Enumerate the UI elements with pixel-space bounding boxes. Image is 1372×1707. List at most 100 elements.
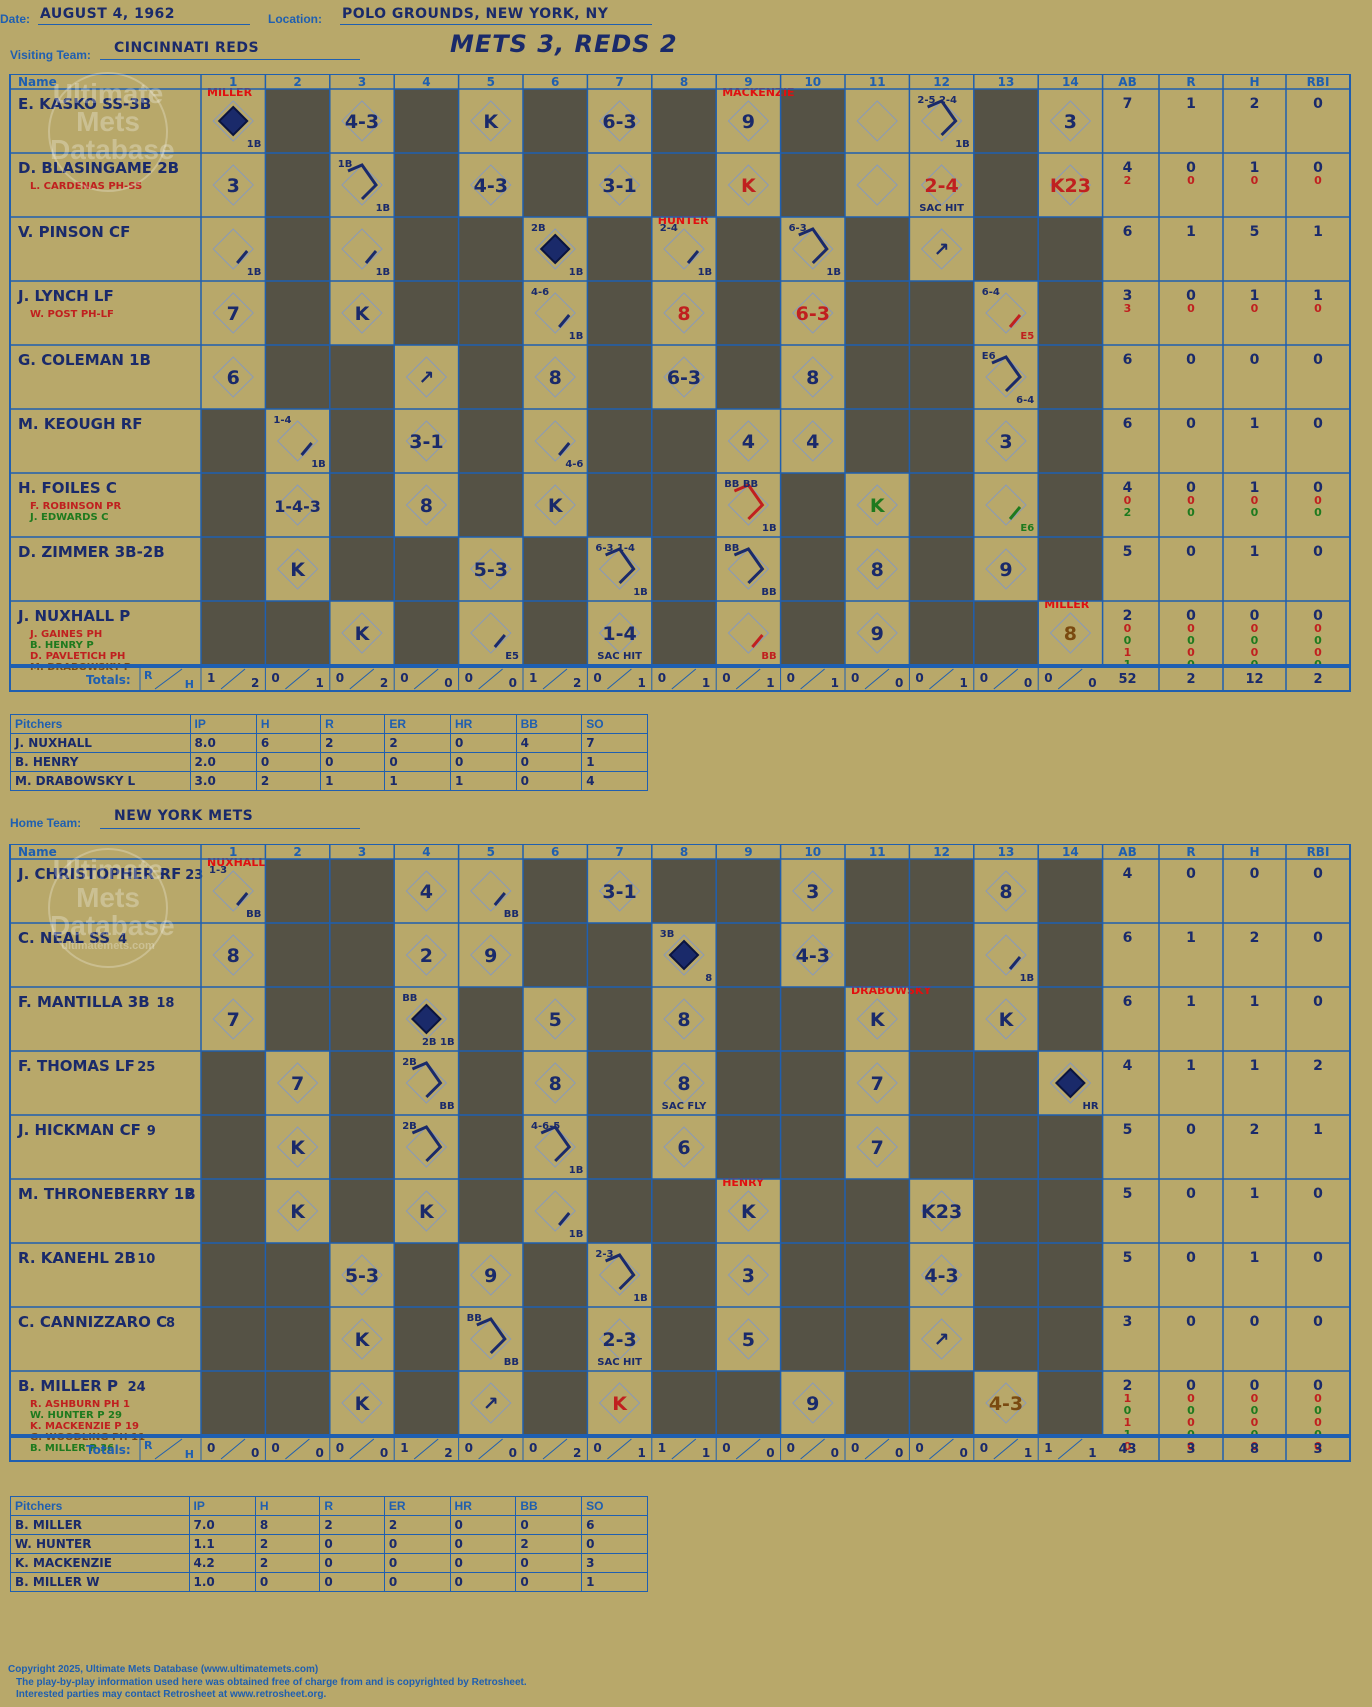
play-result: ↗: [418, 367, 434, 389]
second-base-path: [733, 483, 765, 521]
shaded-cell: [1038, 473, 1103, 537]
play-result: 7: [291, 1073, 304, 1095]
player-stat-h: 0: [1251, 1416, 1259, 1429]
play-result: 7: [227, 1009, 240, 1031]
shaded-cell: [201, 409, 266, 473]
inning-hits-total: 0: [1088, 676, 1096, 690]
shaded-cell: [265, 89, 330, 153]
play-post-note: BB: [761, 587, 776, 598]
player-stat-ab: 4: [1123, 160, 1133, 176]
base-diamond: [727, 420, 770, 462]
player-stat-ab: 1: [1124, 1416, 1132, 1429]
play-pre-note: 2-5 2-4: [917, 95, 957, 106]
player-stat-h: 0: [1251, 1440, 1259, 1453]
inning-runs-total: 0: [271, 1441, 279, 1455]
pitchers-header-cell: ER: [384, 714, 451, 734]
pitcher-stat: 2: [515, 1534, 583, 1554]
copyright-line: Copyright 2025, Ultimate Mets Database (…: [8, 1664, 319, 1675]
watermark-text: Ultimate: [52, 78, 164, 109]
player-row: C. CANNIZZARO C8 3 0 0 0 K BB BB 2-3 SAC HIT 5 ↗: [18, 1307, 1323, 1371]
shaded-cell: [329, 473, 395, 537]
pitchers-header-cell: IP: [188, 1496, 256, 1516]
player-stat-ab: 0: [1124, 634, 1132, 647]
run-scored-diamond: [1054, 1067, 1086, 1099]
shaded-cell: [651, 409, 717, 473]
pitcher-stat: 1: [581, 752, 648, 772]
pitcher-stat: 1: [581, 1572, 648, 1592]
shaded-cell: [394, 601, 459, 665]
inning-hits-total: 1: [637, 676, 645, 690]
pitcher-row: B. HENRY 2.0 0 0 0 0 0 1: [10, 752, 648, 772]
player-stat-h: 0: [1250, 1378, 1260, 1394]
play-post-note: SAC HIT: [919, 203, 964, 214]
player-stat-ab: 6: [1123, 930, 1133, 946]
inning-header-4: 4: [422, 845, 430, 859]
inning-hits-total: 0: [766, 1446, 774, 1460]
player-row: M. KEOUGH RF 6 0 1 0 1-4 1B 3-1 4-6 4 4 3: [18, 409, 1323, 473]
inning-hits-total: 0: [895, 1446, 903, 1460]
shaded-cell: [651, 537, 717, 601]
base-diamond: [598, 1382, 641, 1424]
player-stat-ab: 2: [1123, 1378, 1133, 1394]
pitcher-stat: 0: [449, 1534, 517, 1554]
base-diamond: [212, 164, 254, 206]
player-stat-r: 0: [1186, 1122, 1196, 1138]
shaded-cell: [845, 1179, 910, 1243]
shaded-cell: [973, 1243, 1039, 1307]
base-diamond: [920, 1254, 963, 1296]
pitcher-stat: 0: [320, 752, 386, 772]
second-base-path: [347, 163, 378, 201]
pitcher-stat: 0: [319, 1534, 385, 1554]
play-result: 8: [1064, 623, 1077, 645]
base-diamond: [920, 1318, 963, 1360]
shaded-cell: [265, 1307, 330, 1371]
shaded-cell: [909, 281, 974, 345]
player-stat-r: 1: [1186, 1058, 1196, 1074]
base-diamond: [534, 484, 576, 526]
pitchers-header-cell: H: [255, 714, 322, 734]
player-stat-h: 2: [1250, 930, 1260, 946]
stat-header-h: H: [1249, 845, 1259, 859]
shaded-cell: [909, 345, 974, 409]
watermark-text: Ultimate: [52, 854, 164, 885]
base-diamond: [276, 484, 319, 526]
play-post-note: 8: [705, 973, 712, 984]
inning-header-13: 13: [998, 845, 1015, 859]
pitcher-stat: 0: [319, 1553, 385, 1573]
player-row: F. MANTILLA 3B 18 6 1 1 0 7 BB 2B 1B 5 8 K K DRABOWSK…: [18, 984, 1323, 1051]
base-diamond: [663, 998, 705, 1040]
player-stat-r: 0: [1187, 494, 1195, 507]
play-result: 8: [677, 303, 690, 325]
inning-hits-total: 1: [315, 676, 323, 690]
player-stat-ab: 0: [1124, 1404, 1132, 1417]
base-diamond: [470, 1382, 512, 1424]
inning-runs-total: 0: [465, 671, 473, 685]
play-result: 4-3: [796, 945, 830, 967]
base-diamond: [727, 1190, 770, 1232]
base-diamond: [276, 548, 319, 590]
pitchers-header-cell: Pitchers: [10, 714, 191, 734]
inning-runs-total: 0: [851, 1441, 859, 1455]
shaded-cell: [651, 601, 717, 665]
retrosheet-contact-line: Interested parties may contact Retroshee…: [16, 1689, 327, 1700]
shaded-cell: [780, 1243, 845, 1307]
name-column-header: Name: [18, 845, 57, 859]
base-diamond: [727, 1254, 770, 1296]
pitcher-stat: 0: [383, 1553, 451, 1573]
player-stat-rbi: 0: [1314, 634, 1322, 647]
second-base-path: [927, 99, 958, 137]
play-result: 4: [420, 881, 433, 903]
play-pre-note: BB BB: [724, 479, 758, 490]
shaded-cell: [780, 153, 845, 217]
shaded-cell: [265, 1371, 330, 1435]
play-post-note: BB: [439, 1101, 454, 1112]
player-name: F. MANTILLA 3B: [18, 993, 150, 1011]
shaded-cell: [909, 987, 974, 1051]
player-stat-h: 0: [1250, 866, 1260, 882]
shaded-cell: [845, 859, 910, 923]
play-result: 8: [549, 1073, 562, 1095]
first-base-line: [493, 634, 506, 648]
player-stat-r: 0: [1186, 352, 1196, 368]
watermark-url: ultimatemets.com: [61, 940, 155, 952]
